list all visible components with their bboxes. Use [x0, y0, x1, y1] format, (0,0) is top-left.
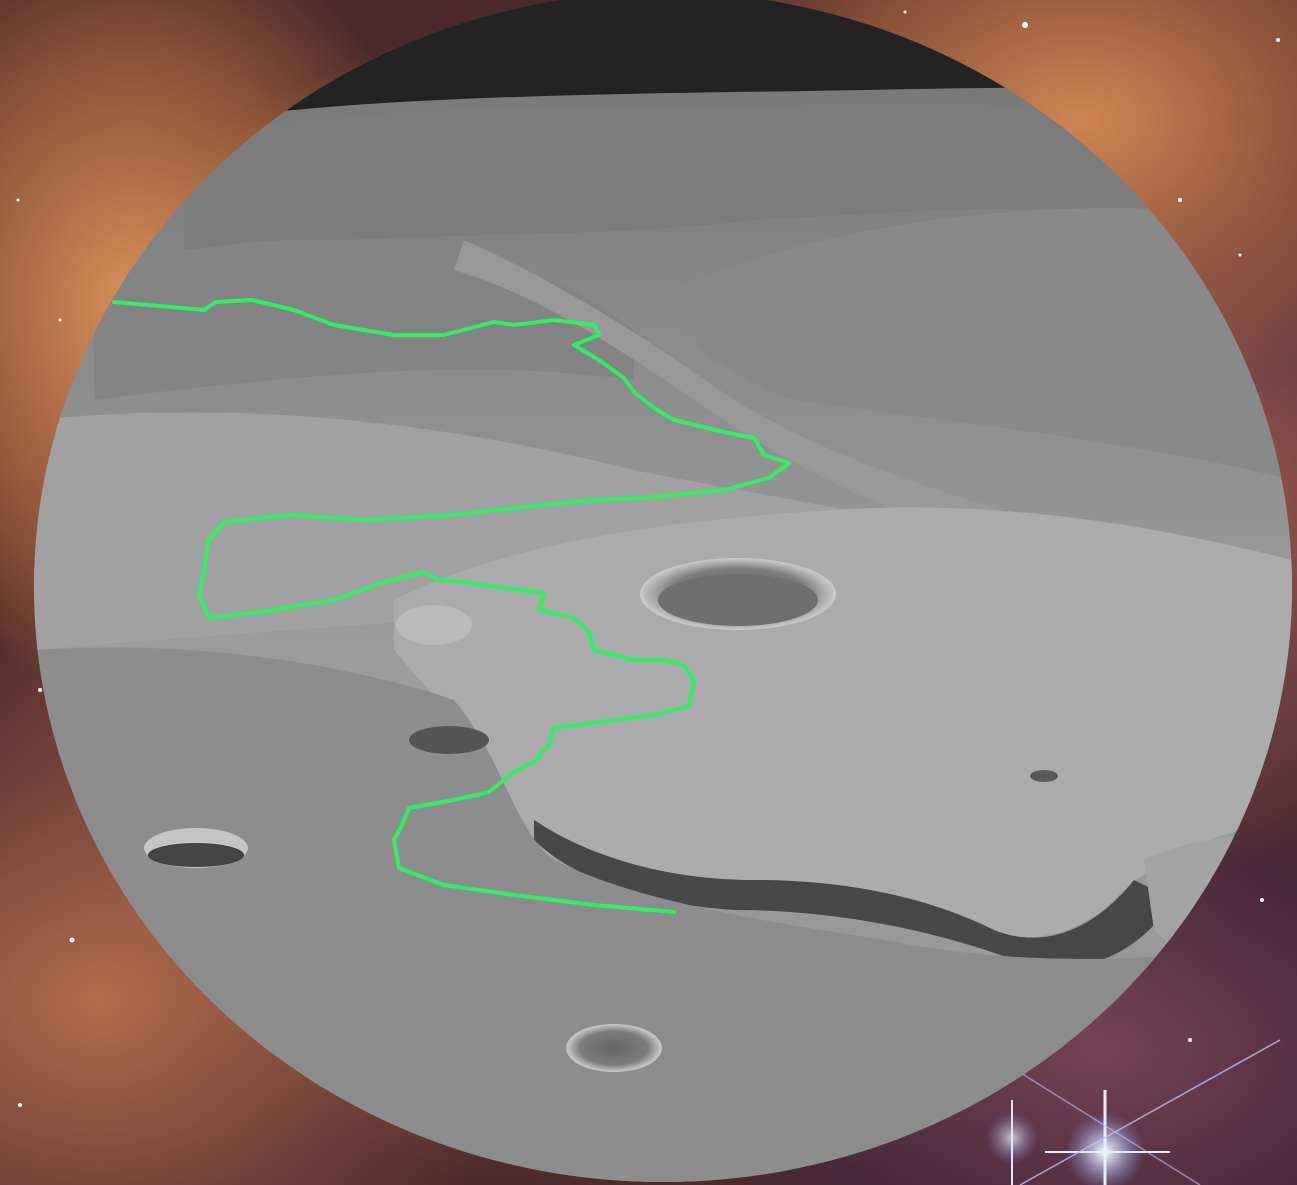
texture [34, 0, 1292, 1182]
mars-terrain-disc [34, 0, 1292, 1182]
bright-star [986, 1039, 1281, 1185]
route-outline [112, 298, 791, 914]
terrain-clip [34, 0, 1292, 1182]
